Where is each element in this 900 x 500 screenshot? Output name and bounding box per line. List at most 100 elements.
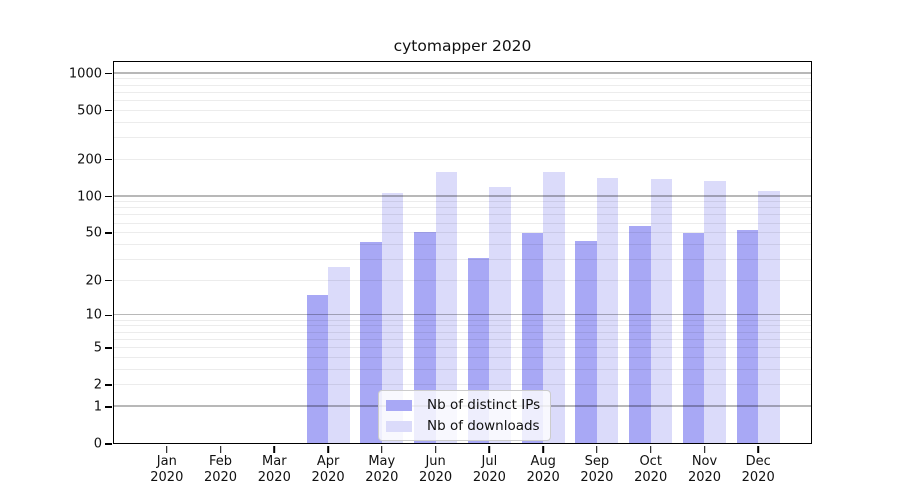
gridline-90 xyxy=(113,201,812,203)
x-tick-label-mar: Mar 2020 xyxy=(257,454,291,486)
gridline-10 xyxy=(113,314,812,316)
gridline-7 xyxy=(113,331,812,333)
x-tick-mark xyxy=(219,445,222,453)
y-tick-label: 0 xyxy=(93,436,102,452)
bar-downloads-aug xyxy=(543,171,565,444)
x-tick-label-nov: Nov 2020 xyxy=(687,454,722,486)
y-tick-mark xyxy=(105,443,112,445)
legend-label: Nb of downloads xyxy=(427,418,540,434)
y-tick-label: 200 xyxy=(77,152,102,168)
y-tick-mark xyxy=(105,72,112,75)
x-tick-label-aug: Aug 2020 xyxy=(526,454,560,486)
gridline-50 xyxy=(113,232,812,234)
bar-downloads-dec xyxy=(758,191,780,444)
gridline-900 xyxy=(113,78,812,80)
y-tick-label: 10 xyxy=(85,307,102,323)
gridline-30 xyxy=(113,258,812,260)
bar-ips-apr xyxy=(306,295,329,444)
bar-downloads-sep xyxy=(596,177,619,444)
bar-downloads-oct xyxy=(650,179,673,444)
gridline-8 xyxy=(113,325,812,327)
gridline-60 xyxy=(113,222,812,224)
x-tick-label-jul: Jul 2020 xyxy=(472,454,506,486)
y-tick-label: 2 xyxy=(93,377,102,393)
x-tick-mark xyxy=(703,445,706,453)
plot-area: 0 1 2 5 10 20 50 100 200 500 1000 Jan 2020 Feb 2020… xyxy=(69,61,812,485)
gridline-9 xyxy=(113,319,812,321)
x-tick-mark xyxy=(757,445,759,453)
bar-downloads-jun xyxy=(435,171,458,444)
bar-ips-oct xyxy=(629,226,651,444)
gridline-20 xyxy=(113,279,812,281)
legend-swatch-icon xyxy=(386,420,412,432)
gridline-6 xyxy=(113,338,812,340)
bar-downloads-apr xyxy=(328,267,350,444)
x-tick-label-apr: Apr 2020 xyxy=(311,454,345,486)
y-tick-label: 1 xyxy=(93,399,102,415)
gridline-400 xyxy=(113,121,812,123)
x-tick-mark xyxy=(649,445,652,453)
gridline-300 xyxy=(113,136,812,138)
gridline-40 xyxy=(113,243,812,245)
gridline-70 xyxy=(113,214,812,216)
y-tick-mark xyxy=(105,279,112,282)
bar-downloads-jul xyxy=(489,187,511,444)
y-tick-mark xyxy=(105,347,112,349)
gridline-5 xyxy=(113,346,812,348)
gridline-80 xyxy=(113,207,812,209)
x-tick-mark xyxy=(596,445,598,453)
gridline-1000 xyxy=(113,72,812,74)
gridline-3 xyxy=(113,368,812,370)
x-tick-label-oct: Oct 2020 xyxy=(634,454,668,486)
y-tick-label: 500 xyxy=(77,103,102,119)
y-tick-mark xyxy=(105,195,112,198)
legend-row: Nb of distinct IPs xyxy=(386,397,540,413)
gridline-700 xyxy=(113,91,812,93)
gridline-800 xyxy=(113,84,812,86)
bar-ips-sep xyxy=(575,241,597,444)
bar-ips-dec xyxy=(736,230,759,444)
gridline-100 xyxy=(113,195,812,197)
y-tick-label: 20 xyxy=(85,273,102,289)
x-tick-mark xyxy=(166,445,168,453)
gridline-4 xyxy=(113,356,812,358)
x-tick-mark xyxy=(434,445,437,453)
gridline-200 xyxy=(113,158,812,160)
chart-title: cytomapper 2020 xyxy=(393,37,532,55)
x-tick-label-sep: Sep 2020 xyxy=(580,454,614,486)
legend-row: Nb of downloads xyxy=(386,418,540,434)
x-tick-label-jan: Jan 2020 xyxy=(150,454,184,486)
gridline-500 xyxy=(113,109,812,111)
x-tick-mark xyxy=(542,445,544,453)
y-tick-mark xyxy=(105,314,112,317)
y-tick-mark xyxy=(105,109,112,112)
legend: Nb of distinct IPs Nb of downloads xyxy=(378,390,552,441)
y-tick-mark xyxy=(105,406,112,408)
y-tick-label: 100 xyxy=(77,189,102,204)
gridline-2 xyxy=(113,384,812,386)
y-tick-label: 1000 xyxy=(68,66,102,81)
x-tick-label-dec: Dec 2020 xyxy=(741,454,775,486)
bar-ips-may xyxy=(360,242,382,444)
gridline-600 xyxy=(113,99,812,101)
legend-label: Nb of distinct IPs xyxy=(427,397,541,413)
x-tick-mark xyxy=(327,445,329,453)
y-tick-label: 5 xyxy=(93,340,102,356)
x-tick-mark xyxy=(381,445,383,453)
x-tick-label-jun: Jun 2020 xyxy=(419,454,453,486)
y-tick-mark xyxy=(105,232,112,234)
bar-downloads-nov xyxy=(704,180,726,444)
x-tick-mark xyxy=(488,445,491,453)
y-tick-mark xyxy=(105,158,112,161)
y-tick-label: 50 xyxy=(85,225,102,241)
x-axis: Jan 2020 Feb 2020 Mar 2020 Apr 2020 May 2020… xyxy=(113,61,812,485)
x-tick-label-may: May 2020 xyxy=(365,454,399,486)
grid-layer xyxy=(113,61,812,444)
y-axis: 0 1 2 5 10 20 50 100 200 500 1000 xyxy=(69,61,812,452)
bar-ips-nov xyxy=(682,233,705,444)
x-tick-mark xyxy=(273,445,276,453)
x-tick-label-feb: Feb 2020 xyxy=(203,454,238,486)
legend-swatch-icon xyxy=(386,399,412,411)
bar-downloads-may xyxy=(381,193,404,444)
